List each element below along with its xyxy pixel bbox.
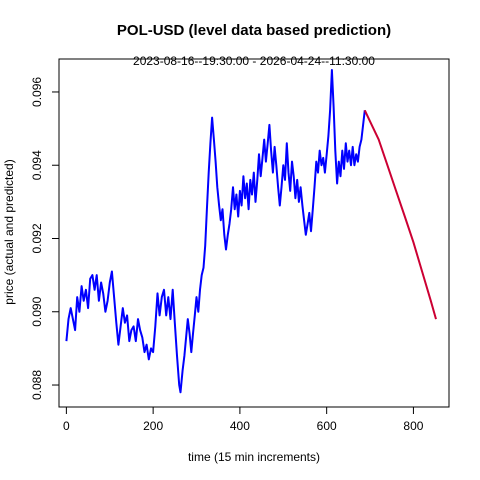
x-tick-label: 600 [317,419,337,433]
actual-price-line [65,69,366,394]
series-layer [65,69,437,394]
y-tick-label: 0.088 [30,370,44,400]
x-tick-label: 200 [143,419,163,433]
x-tick-label: 0 [63,419,70,433]
y-tick-label: 0.090 [30,296,44,326]
chart-subtitle: 2023-08-16--19:30:00 - 2026-04-24--11:30… [133,54,375,68]
y-tick-label: 0.096 [30,77,44,107]
x-tick-label: 400 [230,419,250,433]
plot-frame [58,58,450,408]
y-tick-label: 0.094 [30,150,44,180]
predicted-price-line [363,109,437,320]
x-tick-label: 800 [403,419,423,433]
x-axis-label: time (15 min increments) [188,450,320,464]
y-axis-label: price (actual and predicted) [2,159,16,304]
y-tick-label: 0.092 [30,223,44,253]
axis-ticks: 0 200 400 600 800 0.088 0.090 0.092 0.094 0.096 [30,77,424,433]
chart-title: POL-USD (level data based prediction) [117,22,391,39]
